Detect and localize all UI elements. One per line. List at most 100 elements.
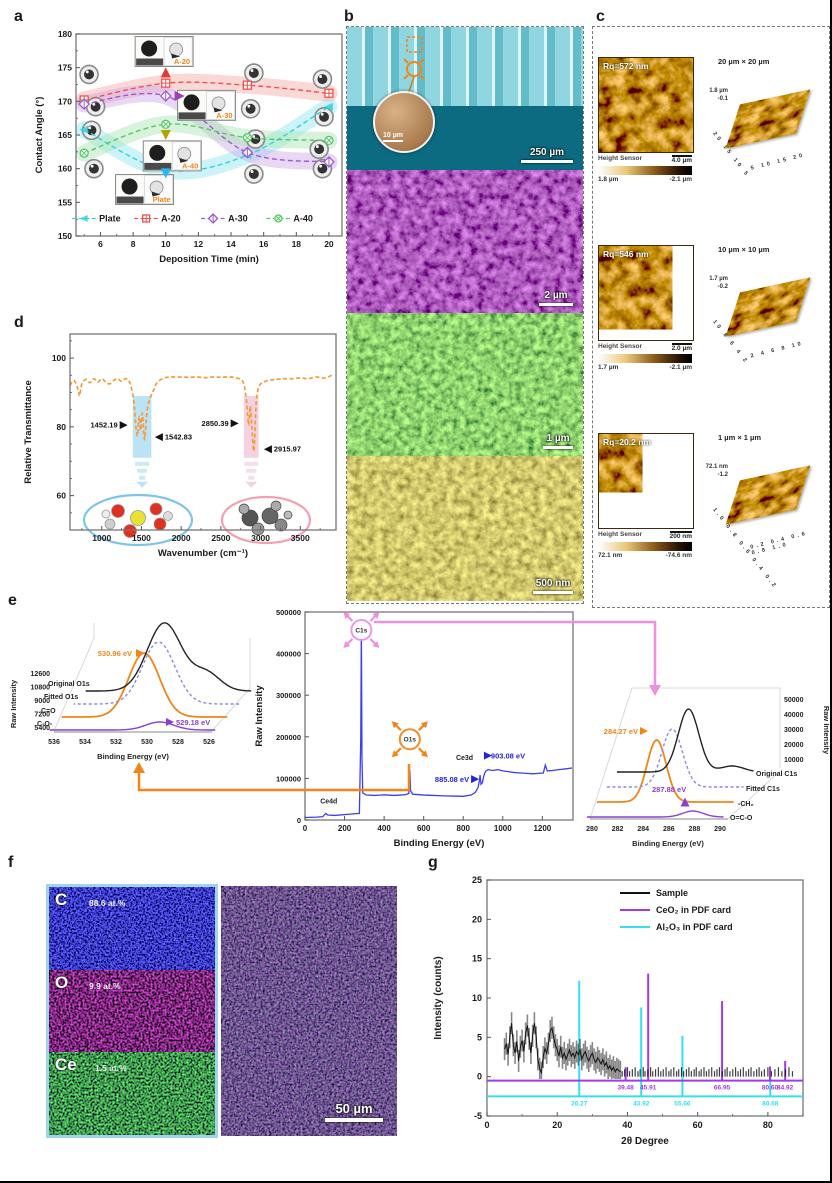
xrd-chart: 26.27 43.92 55.66 80.68 39.48 45.91 66.95 80.60… [433,875,804,1147]
svg-text:80: 80 [57,422,67,432]
svg-text:CeO₂ in PDF card: CeO₂ in PDF card [656,905,731,915]
sem-nanosheet-closeup-image: 500 nm [347,456,583,601]
svg-text:Ce3d: Ce3d [456,755,473,762]
afm-scalebar: 4.0 µm [671,155,692,164]
svg-text:55.66: 55.66 [674,1100,691,1107]
svg-text:175: 175 [58,63,72,73]
panel-b-sem-column: 10 µm 250 µm 2 µm 1 µm 500 nm [346,26,584,604]
svg-text:Raw Intensity: Raw Intensity [254,685,265,747]
svg-text:7200: 7200 [34,712,50,719]
svg-text:80.60: 80.60 [762,1085,779,1092]
svg-text:Binding Energy (eV): Binding Energy (eV) [632,839,704,848]
afm-3d-surface [725,465,811,525]
svg-text:45.91: 45.91 [640,1085,657,1092]
scalebar-label: 500 nm [535,577,571,589]
svg-text:532: 532 [110,739,122,746]
svg-text:16: 16 [259,239,269,249]
svg-text:286: 286 [663,826,675,833]
svg-text:A-30: A-30 [216,111,232,120]
svg-text:536: 536 [48,739,60,746]
svg-text:Binding Energy (eV): Binding Energy (eV) [97,752,169,761]
svg-text:100: 100 [52,353,66,363]
scalebar-1um: 1 µm [543,432,573,449]
svg-text:288: 288 [689,826,701,833]
svg-text:Sample: Sample [656,888,688,898]
svg-text:165: 165 [58,130,72,140]
svg-text:530.96 eV: 530.96 eV [98,649,132,658]
svg-text:200: 200 [338,824,352,833]
colorbar-min: -2.1 µm [669,364,692,371]
svg-text:284: 284 [637,826,649,833]
bottom-axis-ticks: 2 4 6 8 10 [750,340,805,360]
svg-text:A-40: A-40 [293,213,313,223]
svg-text:1500: 1500 [132,533,151,543]
svg-text:0: 0 [303,824,308,833]
sem-particles-image: 2 µm [347,170,583,313]
svg-text:3500: 3500 [291,533,310,543]
eds-map-cerium: Ce 1.5 at.% [49,1052,215,1135]
svg-text:1000: 1000 [92,533,111,543]
svg-text:2500: 2500 [211,533,230,543]
svg-text:155: 155 [58,197,72,207]
height-colorbar [598,542,692,551]
svg-text:9000: 9000 [34,698,50,705]
xps-survey-chart: 0 200 400 600 800 1000 12000100000200000300000… [254,608,574,849]
svg-text:280: 280 [586,826,598,833]
svg-text:40: 40 [622,1120,632,1130]
panel-letter-f: f [8,854,14,871]
sem-nanosheet-image: 1 µm [347,313,583,456]
scan-size-label: 20 µm × 20 µm [718,57,770,66]
height-sensor-label: Height Sensor [598,531,643,538]
yellow-sem-texture [347,456,583,601]
sem-micropillar-image: 10 µm 250 µm [347,27,583,170]
micropillar-ridges [347,27,583,106]
afm-texture [599,58,693,152]
svg-text:Wavenumber (cm⁻¹): Wavenumber (cm⁻¹) [158,548,248,559]
colorbar-min: -2.1 µm [669,176,692,183]
afm-2d-image-2: Rq=546 nm [598,245,694,341]
svg-text:200000: 200000 [276,733,301,742]
svg-text:1452.19: 1452.19 [91,421,118,430]
height-sensor-label: Height Sensor [598,155,643,162]
svg-text:50000: 50000 [784,697,804,704]
afm-scalebar: 200 nm [669,531,692,540]
height-colorbar [598,166,692,175]
svg-text:-5: -5 [474,1111,482,1121]
svg-text:885.08 eV: 885.08 eV [435,775,469,784]
scalebar-label: 2 µm [544,289,568,301]
afm-3d-view-2: 10 µm × 10 µm 1.7 µm -0.2 10 8 6 4 2 2 4 … [702,245,830,375]
svg-text:10: 10 [472,993,482,1003]
svg-text:Relative Transmittance: Relative Transmittance [23,380,34,484]
scalebar-label: 1 µm [546,432,570,444]
scan-size-label: 1 µm × 1 µm [718,433,762,442]
purple-sem-texture [347,170,583,313]
scalebar-label: 50 µm [335,1101,373,1116]
afm-scalebar: 2.0 µm [671,343,692,352]
scalebar-label: 250 µm [529,146,565,158]
svg-text:C1s: C1s [355,628,367,635]
svg-text:528: 528 [172,739,184,746]
element-percent: 88.6 at.% [89,898,126,908]
contact-angle-chart: A-20 A-30 A-40 Plate 6 8 10 12 14 16 18 20 150 155 160… [34,29,343,265]
svg-text:Original O1s: Original O1s [48,681,90,688]
scalebar-500nm: 500 nm [533,577,573,594]
xps-o1s-inset: C-O- C=O Fitted O1s Original O1s 536 534 532 53… [9,622,252,761]
afm-texture [599,246,663,320]
svg-text:903.08 eV: 903.08 eV [491,752,525,761]
svg-text:0: 0 [477,1072,482,1082]
bottom-axis-ticks: 0.2 0.4 0.6 0.8 1.0 [749,530,809,557]
svg-text:15: 15 [472,954,482,964]
svg-text:6: 6 [98,239,103,249]
panel-letter-e: e [8,592,17,609]
svg-text:287.88 eV: 287.88 eV [652,785,686,794]
svg-text:20: 20 [324,239,334,249]
svg-text:400000: 400000 [276,650,301,659]
panel-letter-a: a [14,8,23,25]
colorbar-max: 72.1 nm [598,552,623,559]
svg-text:150: 150 [58,231,72,241]
svg-text:526: 526 [203,739,215,746]
afm-row-3: Rq=20.2 nm Height Sensor 200 nm 72.1 nm -7… [598,433,811,591]
svg-text:600: 600 [417,824,431,833]
afm-2d-image-3: Rq=20.2 nm [598,433,694,529]
